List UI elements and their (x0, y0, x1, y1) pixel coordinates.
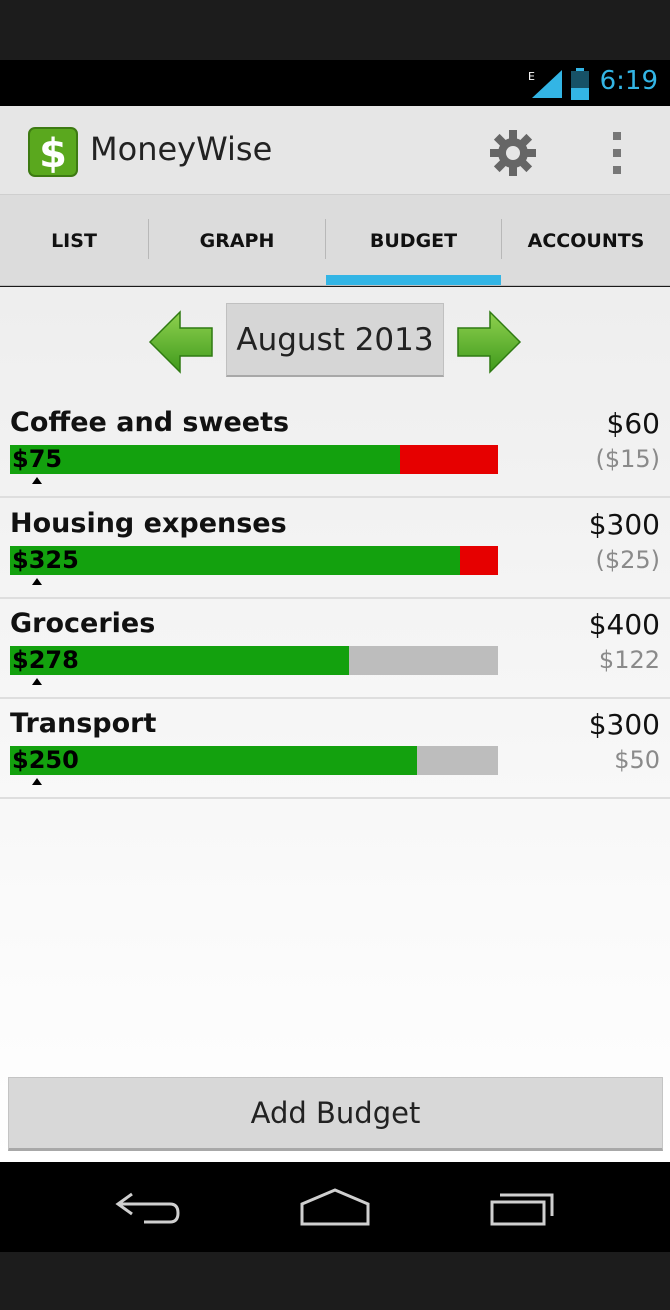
overspent-fill (460, 546, 498, 575)
spent-amount: $75 (12, 445, 63, 473)
back-icon[interactable] (114, 1188, 184, 1228)
overspent-fill (400, 445, 498, 474)
signal-icon: E (528, 70, 562, 98)
budget-row[interactable]: Housing expenses $300 $325 ($25) (0, 498, 670, 599)
today-marker (32, 678, 42, 685)
status-bar: E 6:19 (0, 60, 670, 106)
add-budget-button[interactable]: Add Budget (8, 1077, 663, 1151)
budget-limit: $400 (588, 608, 660, 641)
budget-content: August 2013 Coffee and sweets $60 $75 ($… (0, 287, 670, 1162)
budget-limit: $300 (588, 508, 660, 541)
tab-divider (325, 219, 326, 259)
arrow-left-icon[interactable] (148, 309, 214, 375)
system-navigation-bar (0, 1162, 670, 1252)
budget-row[interactable]: Transport $300 $250 $50 (0, 698, 670, 799)
recent-apps-icon[interactable] (488, 1190, 558, 1228)
remaining-amount: ($15) (595, 445, 660, 473)
spent-amount: $250 (12, 746, 79, 774)
month-selector-button[interactable]: August 2013 (226, 303, 444, 377)
budget-progress-bar: $278 (10, 646, 498, 675)
arrow-right-icon[interactable] (456, 309, 522, 375)
spent-amount: $278 (12, 646, 79, 674)
budget-name: Transport (10, 708, 157, 739)
dollar-icon: $ (28, 127, 78, 177)
remaining-amount: $50 (614, 746, 660, 774)
remaining-amount: ($25) (595, 546, 660, 574)
spent-fill (10, 746, 417, 775)
app-title: MoneyWise (90, 130, 273, 168)
svg-text:$: $ (39, 131, 67, 177)
budget-limit: $300 (588, 708, 660, 741)
month-navigator: August 2013 (0, 287, 670, 397)
spent-fill (10, 646, 350, 675)
budget-limit: $60 (606, 407, 660, 440)
today-marker (32, 477, 42, 484)
budget-progress-bar: $75 (10, 445, 498, 474)
home-icon[interactable] (298, 1186, 372, 1228)
action-bar: $ MoneyWise (0, 106, 670, 194)
selected-tab-indicator (326, 275, 501, 285)
budget-row[interactable]: Groceries $400 $278 $122 (0, 598, 670, 699)
gear-icon[interactable] (488, 128, 538, 178)
overflow-menu-icon[interactable] (604, 128, 630, 178)
tab-bar: LIST GRAPH BUDGET ACCOUNTS (0, 194, 670, 286)
budget-name: Groceries (10, 608, 156, 639)
top-black-band (0, 0, 670, 60)
bottom-black-band (0, 1252, 670, 1310)
battery-icon (571, 68, 589, 100)
spent-fill (10, 546, 461, 575)
tab-budget[interactable]: BUDGET (369, 230, 458, 252)
tab-list[interactable]: LIST (51, 230, 97, 252)
budget-name: Housing expenses (10, 508, 287, 539)
today-marker (32, 778, 42, 785)
today-marker (32, 578, 42, 585)
budget-row[interactable]: Coffee and sweets $60 $75 ($15) (0, 397, 670, 498)
budget-name: Coffee and sweets (10, 407, 290, 438)
tab-accounts[interactable]: ACCOUNTS (527, 230, 645, 252)
remaining-amount: $122 (598, 646, 660, 674)
tab-divider (501, 219, 502, 259)
budget-progress-bar: $325 (10, 546, 498, 575)
spent-fill (10, 445, 401, 474)
tab-graph[interactable]: GRAPH (199, 230, 275, 252)
status-time: 6:19 (599, 66, 658, 96)
tab-divider (148, 219, 149, 259)
budget-progress-bar: $250 (10, 746, 498, 775)
spent-amount: $325 (12, 546, 79, 574)
network-type-label: E (528, 70, 535, 83)
